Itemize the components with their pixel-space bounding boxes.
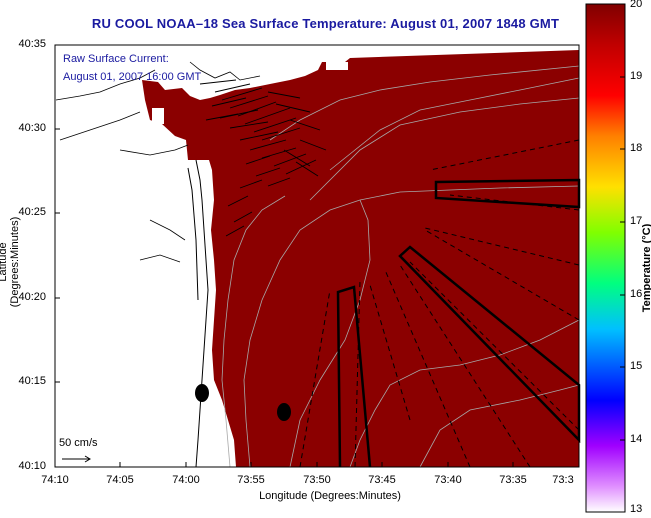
y-axis-label: Latitude (Degrees:Minutes) <box>0 216 21 308</box>
colorbar-tick: 17 <box>630 215 643 227</box>
colorbar-tick: 16 <box>630 288 643 300</box>
xtick-label: 73:55 <box>237 474 265 486</box>
xtick-label: 73:3 <box>552 474 574 486</box>
ytick-label: 40:20 <box>18 291 46 303</box>
coastline-inner <box>187 167 199 301</box>
xtick-label: 73:50 <box>303 474 331 486</box>
xtick-label: 73:35 <box>499 474 527 486</box>
colorbar-tick: 20 <box>630 0 643 10</box>
xtick-label: 74:05 <box>106 474 134 486</box>
colorbar-tick: 13 <box>630 503 643 515</box>
map-title: RU COOL NOAA–18 Sea Surface Temperature:… <box>91 16 560 31</box>
ytick-label: 40:30 <box>18 122 46 134</box>
colorbar-tick: 15 <box>630 360 643 372</box>
xtick-label: 74:10 <box>41 474 69 486</box>
ytick-label: 40:15 <box>18 375 46 387</box>
annotation-line-1: Raw Surface Current: <box>63 53 169 65</box>
xtick-label: 74:00 <box>172 474 200 486</box>
ytick-label: 40:10 <box>18 460 46 472</box>
scale-label: 50 cm/s <box>59 437 98 449</box>
colorbar-tick: 19 <box>630 70 643 82</box>
ytick-label: 40:25 <box>18 206 46 218</box>
xtick-label: 73:45 <box>368 474 396 486</box>
ytick-label: 40:35 <box>18 38 46 50</box>
colorbar <box>585 3 626 513</box>
xtick-label: 73:40 <box>434 474 462 486</box>
annotation-line-2: August 01, 2007 16:00 GMT <box>63 71 202 83</box>
radial-dashed-lines <box>299 139 580 468</box>
colorbar-label: Temperature (°C) <box>641 223 651 313</box>
scale-arrow <box>62 455 91 463</box>
colorbar-tick: 18 <box>630 142 643 154</box>
radar-site-marker <box>195 384 209 402</box>
bathymetry-contours <box>221 65 580 468</box>
current-annotation: Raw Surface Current: August 01, 2007 16:… <box>63 50 201 86</box>
colorbar-tick: 14 <box>630 433 643 445</box>
coastline <box>195 159 209 468</box>
surface-current-vectors <box>199 79 327 237</box>
x-axis-label: Longitude (Degrees:Minutes) <box>259 490 401 502</box>
radar-site-marker <box>277 403 291 421</box>
